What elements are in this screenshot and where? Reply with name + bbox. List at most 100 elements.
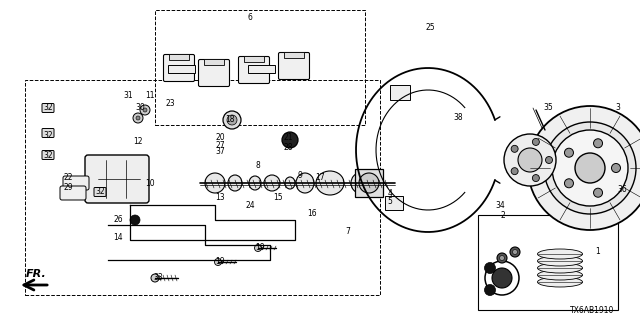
Circle shape bbox=[136, 116, 140, 120]
Bar bbox=[385, 196, 403, 210]
Circle shape bbox=[130, 215, 140, 225]
Text: 29: 29 bbox=[63, 183, 73, 193]
Bar bbox=[204, 59, 224, 65]
FancyBboxPatch shape bbox=[42, 129, 54, 138]
Text: 32: 32 bbox=[43, 150, 53, 159]
Text: 8: 8 bbox=[255, 161, 260, 170]
Text: 30: 30 bbox=[135, 103, 145, 113]
Circle shape bbox=[133, 113, 143, 123]
FancyBboxPatch shape bbox=[163, 54, 195, 82]
Circle shape bbox=[528, 106, 640, 230]
Circle shape bbox=[227, 115, 237, 125]
Text: 31: 31 bbox=[123, 91, 133, 100]
Ellipse shape bbox=[296, 173, 314, 193]
Circle shape bbox=[518, 148, 542, 172]
FancyBboxPatch shape bbox=[42, 103, 54, 113]
Circle shape bbox=[282, 132, 298, 148]
Bar bbox=[155, 10, 365, 125]
Text: 6: 6 bbox=[248, 13, 252, 22]
Ellipse shape bbox=[316, 171, 344, 195]
Circle shape bbox=[140, 105, 150, 115]
Text: 7: 7 bbox=[346, 228, 351, 236]
Text: 5: 5 bbox=[388, 196, 392, 205]
FancyBboxPatch shape bbox=[60, 186, 86, 200]
Bar bbox=[284, 52, 304, 58]
Circle shape bbox=[564, 148, 573, 157]
Text: 4: 4 bbox=[388, 188, 392, 197]
Text: 32: 32 bbox=[43, 131, 53, 140]
Text: 19: 19 bbox=[255, 244, 265, 252]
Text: 33: 33 bbox=[153, 274, 163, 283]
Ellipse shape bbox=[538, 263, 582, 273]
FancyBboxPatch shape bbox=[278, 52, 310, 79]
Bar bbox=[169, 54, 189, 60]
Text: 38: 38 bbox=[453, 114, 463, 123]
Text: 15: 15 bbox=[273, 194, 283, 203]
Ellipse shape bbox=[538, 249, 582, 259]
Text: 1: 1 bbox=[596, 247, 600, 257]
Circle shape bbox=[511, 145, 518, 152]
Text: 24: 24 bbox=[245, 201, 255, 210]
Text: 14: 14 bbox=[113, 233, 123, 242]
Circle shape bbox=[513, 250, 518, 254]
Circle shape bbox=[214, 259, 221, 266]
Text: 22: 22 bbox=[63, 173, 73, 182]
FancyBboxPatch shape bbox=[85, 155, 149, 203]
FancyBboxPatch shape bbox=[94, 188, 106, 196]
FancyBboxPatch shape bbox=[168, 65, 195, 73]
Text: TX6AB1910: TX6AB1910 bbox=[570, 306, 614, 315]
FancyBboxPatch shape bbox=[239, 57, 269, 84]
Text: 28: 28 bbox=[284, 143, 292, 153]
Text: 25: 25 bbox=[425, 23, 435, 33]
Circle shape bbox=[564, 179, 573, 188]
Circle shape bbox=[544, 122, 636, 214]
Circle shape bbox=[504, 134, 556, 186]
Bar bbox=[355, 169, 383, 197]
Ellipse shape bbox=[249, 176, 261, 190]
Circle shape bbox=[532, 175, 540, 181]
Circle shape bbox=[492, 268, 512, 288]
Text: 32: 32 bbox=[95, 188, 105, 196]
Ellipse shape bbox=[538, 277, 582, 287]
Text: 16: 16 bbox=[307, 209, 317, 218]
Circle shape bbox=[532, 139, 540, 145]
Bar bbox=[244, 56, 264, 62]
Circle shape bbox=[499, 255, 504, 260]
Text: 17: 17 bbox=[315, 173, 325, 182]
Text: 26: 26 bbox=[113, 215, 123, 225]
Circle shape bbox=[143, 108, 147, 112]
Ellipse shape bbox=[264, 175, 280, 191]
Text: 35: 35 bbox=[543, 103, 553, 113]
FancyBboxPatch shape bbox=[42, 150, 54, 159]
Ellipse shape bbox=[351, 173, 369, 193]
Text: 23: 23 bbox=[165, 99, 175, 108]
Circle shape bbox=[552, 130, 628, 206]
Circle shape bbox=[359, 173, 379, 193]
Circle shape bbox=[545, 156, 552, 164]
Circle shape bbox=[575, 153, 605, 183]
Circle shape bbox=[484, 284, 495, 295]
Circle shape bbox=[255, 244, 262, 252]
FancyBboxPatch shape bbox=[63, 176, 89, 190]
Circle shape bbox=[151, 274, 159, 282]
Bar bbox=[390, 85, 410, 100]
Circle shape bbox=[223, 111, 241, 129]
Text: 12: 12 bbox=[133, 138, 143, 147]
Text: 34: 34 bbox=[495, 201, 505, 210]
Bar bbox=[25, 80, 380, 295]
Ellipse shape bbox=[228, 175, 242, 191]
Text: 36: 36 bbox=[617, 186, 627, 195]
Text: 2: 2 bbox=[500, 211, 506, 220]
Text: 19: 19 bbox=[215, 258, 225, 267]
Text: 21: 21 bbox=[284, 133, 292, 142]
Ellipse shape bbox=[538, 270, 582, 280]
Circle shape bbox=[593, 188, 602, 197]
Circle shape bbox=[593, 139, 602, 148]
FancyBboxPatch shape bbox=[248, 65, 275, 73]
Text: 13: 13 bbox=[215, 193, 225, 202]
Circle shape bbox=[484, 262, 495, 274]
Circle shape bbox=[497, 253, 507, 263]
Text: 32: 32 bbox=[43, 103, 53, 113]
Circle shape bbox=[611, 164, 621, 172]
Text: 9: 9 bbox=[298, 171, 303, 180]
